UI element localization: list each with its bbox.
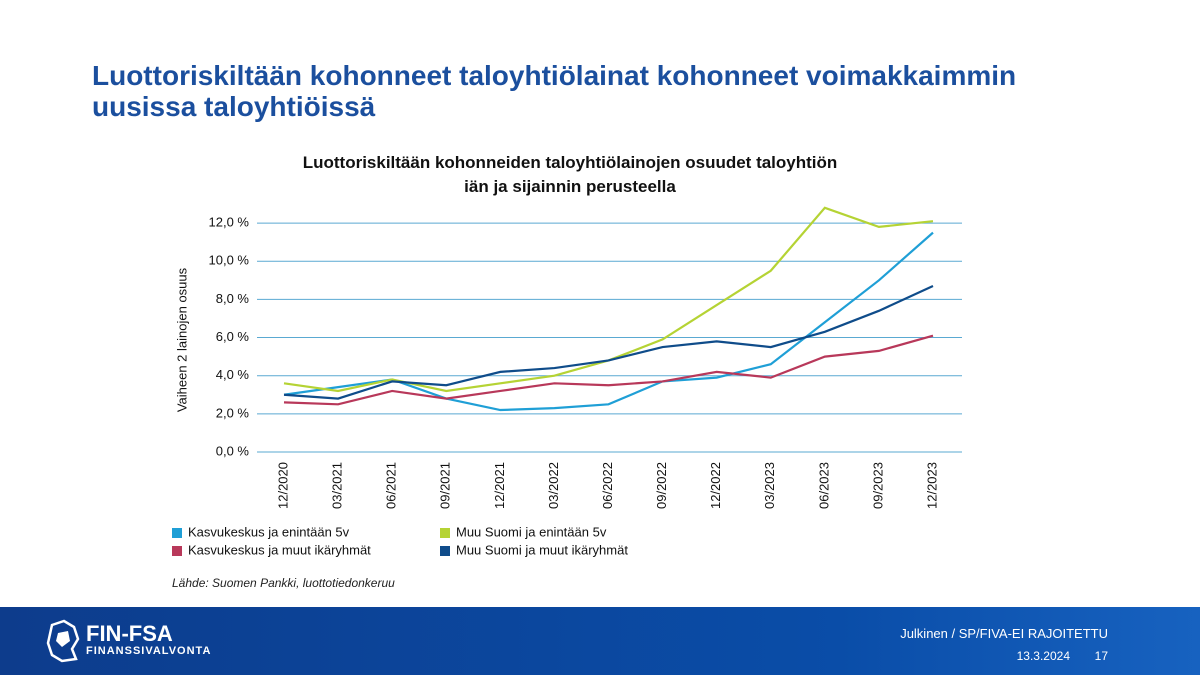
- x-tick-label: 03/2022: [546, 462, 561, 509]
- legend-swatch: [172, 528, 182, 538]
- x-tick-label: 06/2022: [600, 462, 615, 509]
- line-series: [283, 334, 934, 406]
- legend-swatch: [440, 546, 450, 556]
- x-tick-label: 12/2022: [708, 462, 723, 509]
- y-tick-label: 2,0 %: [216, 405, 250, 420]
- x-tick-label: 09/2023: [870, 462, 885, 509]
- x-tick-label: 09/2022: [654, 462, 669, 509]
- legend-label: Kasvukeskus ja enintään 5v: [188, 524, 350, 539]
- legend-swatch: [440, 528, 450, 538]
- chart: Vaiheen 2 lainojen osuus 0,0 % 2,0 % 4,0 %…: [172, 206, 962, 557]
- y-tick-label: 4,0 %: [216, 367, 250, 382]
- legend-swatch: [172, 546, 182, 556]
- x-tick-label: 03/2021: [330, 462, 345, 509]
- y-tick-label: 8,0 %: [216, 291, 250, 306]
- x-tick-label: 12/2021: [492, 462, 507, 509]
- x-tick-label: 09/2021: [438, 462, 453, 509]
- logo-text: FIN-FSA: [86, 621, 173, 646]
- y-tick-label: 6,0 %: [216, 329, 250, 344]
- footer: FIN-FSA FINANSSIVALVONTA Julkinen / SP/F…: [0, 607, 1200, 675]
- chart-title: Luottoriskiltään kohonneiden taloyhtiöla…: [302, 153, 838, 196]
- x-tick-label: 03/2023: [762, 462, 777, 509]
- x-tick-label: 06/2021: [384, 462, 399, 509]
- y-axis-label: Vaiheen 2 lainojen osuus: [174, 267, 189, 412]
- x-tick-label: 12/2020: [275, 462, 290, 509]
- legend-label: Kasvukeskus ja muut ikäryhmät: [188, 542, 371, 557]
- line-series: [283, 285, 934, 400]
- logo-icon: [46, 619, 80, 663]
- y-tick-label: 10,0 %: [209, 253, 250, 268]
- line-series: [283, 231, 934, 412]
- y-tick-label: 12,0 %: [209, 215, 250, 230]
- classification: Julkinen / SP/FIVA-EI RAJOITETTU: [900, 626, 1108, 641]
- date: 13.3.2024: [1016, 649, 1070, 663]
- y-tick-label: 0,0 %: [216, 443, 250, 458]
- x-tick-label: 06/2023: [816, 462, 831, 509]
- legend-label: Muu Suomi ja muut ikäryhmät: [456, 542, 628, 557]
- legend-label: Muu Suomi ja enintään 5v: [456, 524, 607, 539]
- logo-subtext: FINANSSIVALVONTA: [86, 645, 212, 657]
- page-number: 17: [1094, 649, 1108, 663]
- slide-title: Luottoriskiltään kohonneet taloyhtiölain…: [92, 60, 1017, 122]
- source-note: Lähde: Suomen Pankki, luottotiedonkeruu: [172, 576, 395, 590]
- x-tick-label: 12/2023: [924, 462, 939, 509]
